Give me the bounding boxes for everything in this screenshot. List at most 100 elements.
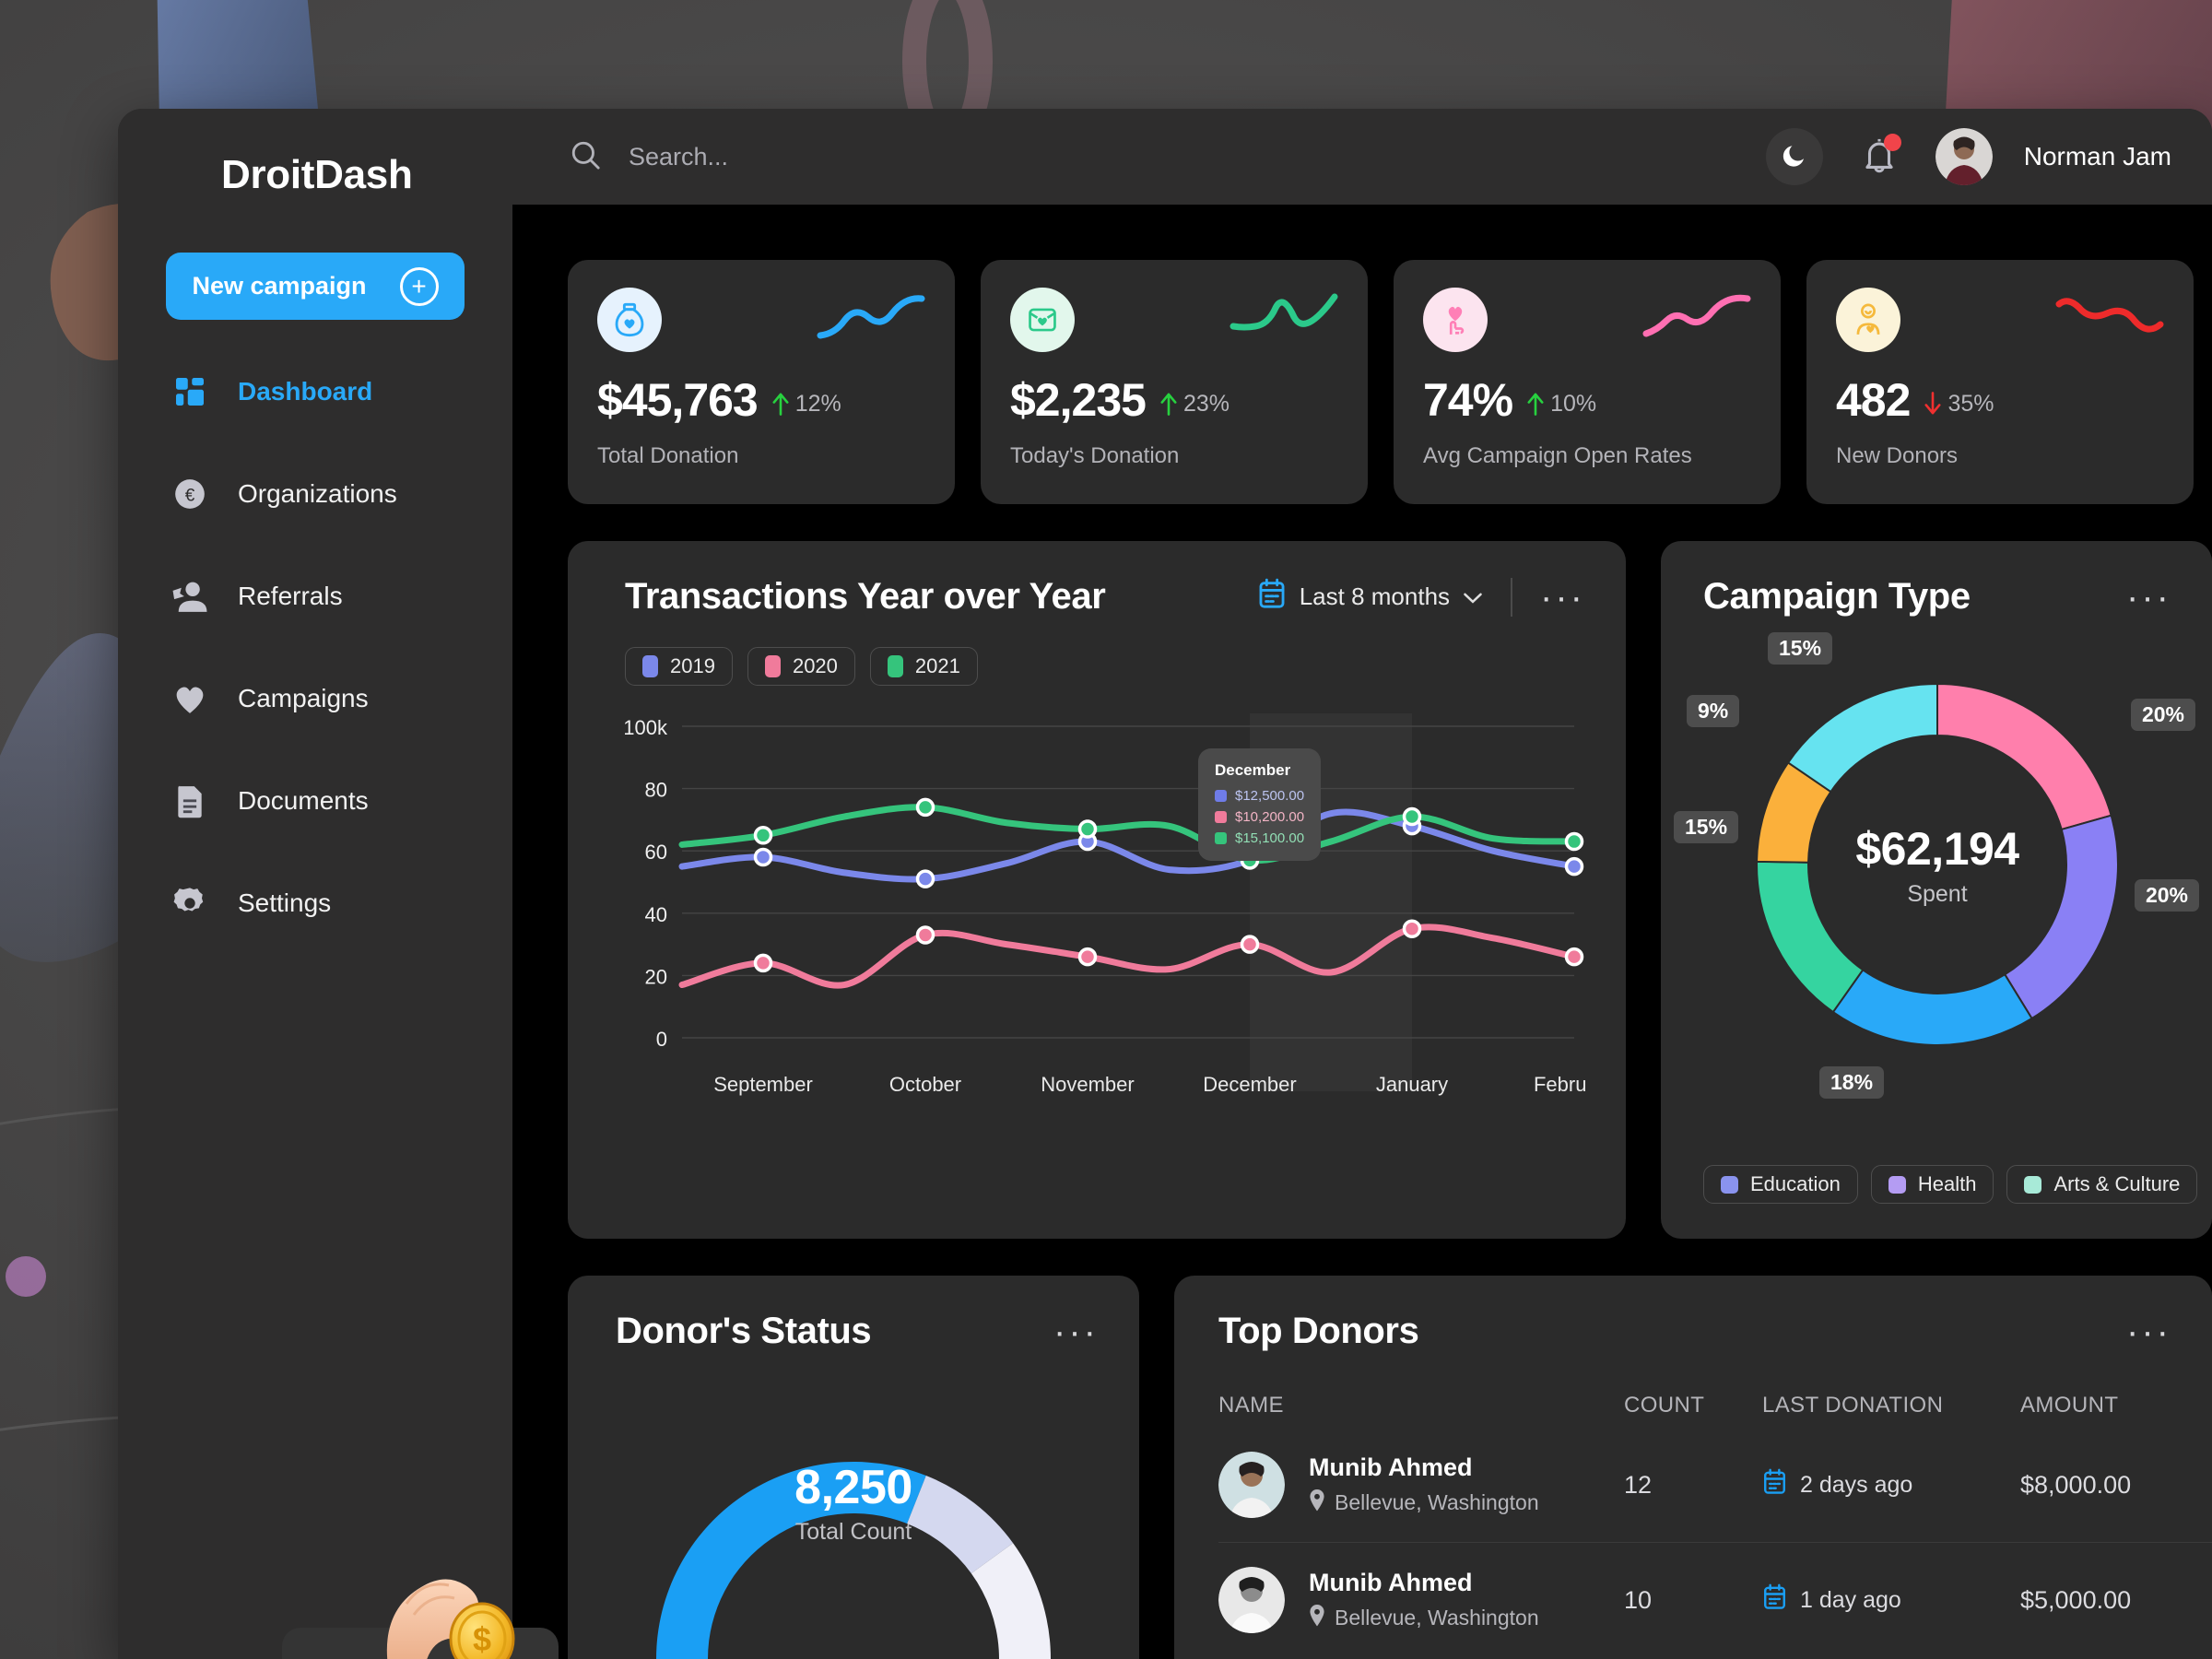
sidebar-item-campaigns[interactable]: Campaigns (118, 670, 512, 727)
legend-chip-health[interactable]: Health (1870, 1165, 1994, 1204)
panel-title: Campaign Type (1703, 576, 1971, 617)
more-options-icon[interactable]: ··· (2126, 576, 2171, 618)
legend-chip-2020[interactable]: 2020 (747, 647, 855, 686)
top-bar-actions: Norman Jam (1765, 128, 2171, 185)
sidebar-item-settings[interactable]: Settings (118, 875, 512, 932)
plus-icon: + (399, 266, 439, 306)
tooltip-row: $10,200.00 (1215, 809, 1304, 825)
table-row[interactable]: Munib Ahmed Bellevue, Washington (1218, 1428, 2212, 1543)
sidebar-item-referrals[interactable]: Referrals (118, 568, 512, 625)
sidebar-item-dashboard[interactable]: Dashboard (118, 363, 512, 420)
donor-amount: $8,000.00 (2020, 1470, 2132, 1499)
more-options-icon[interactable]: ··· (2126, 1311, 2171, 1352)
stat-delta: 10% (1525, 391, 1596, 418)
campaign-legend: Education Health Arts & Culture (1703, 1165, 2198, 1204)
tooltip-value: $10,200.00 (1235, 809, 1305, 825)
grid-icon (171, 373, 208, 410)
more-options-icon[interactable]: ··· (1053, 1311, 1099, 1352)
donor-location: Bellevue, Washington (1309, 1488, 1539, 1517)
sidebar: DroitDash New campaign + Dashboard € Org… (118, 109, 559, 1659)
avatar[interactable] (1935, 128, 1993, 185)
calendar-icon (1762, 1583, 1787, 1617)
stat-value: $2,235 (1010, 374, 1147, 426)
stat-label: Total Donation (597, 443, 739, 468)
legend-swatch (1721, 1175, 1738, 1194)
bell-icon (1861, 136, 1898, 178)
map-pin-icon (1309, 1604, 1325, 1632)
donut-pct-label: 18% (1819, 1066, 1885, 1099)
legend-chip-arts-culture[interactable]: Arts & Culture (2006, 1165, 2198, 1204)
top-bar: Norman Jam (512, 109, 2212, 205)
app-logo: DroitDash (221, 152, 413, 197)
tooltip-title: December (1215, 761, 1291, 779)
map-pin-icon (1309, 1488, 1325, 1517)
more-options-icon[interactable]: ··· (1540, 576, 1585, 618)
stat-delta-value: 35% (1947, 390, 1994, 417)
donut-pct-label: 20% (2134, 879, 2199, 912)
avatar (1218, 1452, 1285, 1518)
theme-toggle-button[interactable] (1765, 128, 1823, 185)
tooltip-swatch (1215, 811, 1227, 823)
arrow-up-icon (1527, 393, 1544, 416)
sidebar-item-label: Campaigns (238, 684, 369, 712)
legend-swatch (2024, 1175, 2042, 1194)
legend-chip-2019[interactable]: 2019 (625, 647, 733, 686)
sidebar-item-organizations[interactable]: € Organizations (118, 465, 512, 523)
stat-value: 74% (1423, 374, 1513, 426)
donut-pct-label: 15% (1674, 811, 1739, 843)
stat-card-todays-donation: $2,235 23% Today's Donation (981, 260, 1368, 504)
gauge-slice[interactable] (656, 1462, 926, 1659)
column-header-amount: AMOUNT (2020, 1393, 2119, 1418)
user-name: Norman Jam (2023, 142, 2171, 171)
donor-last-donation-text: 1 day ago (1800, 1586, 1901, 1613)
donor-count: 10 (1624, 1542, 1762, 1657)
sidebar-item-documents[interactable]: Documents (118, 772, 512, 830)
panel-title: Top Donors (1218, 1311, 1419, 1351)
stat-delta-value: 10% (1550, 390, 1597, 417)
sparkline (1642, 294, 1751, 337)
legend-chip-2021[interactable]: 2021 (869, 647, 978, 686)
legend-swatch (642, 655, 658, 677)
svg-text:40: 40 (645, 903, 667, 926)
stat-label: Avg Campaign Open Rates (1423, 443, 1692, 468)
search-box[interactable] (570, 139, 1108, 175)
donor-last-donation: 1 day ago (1762, 1583, 2020, 1617)
tooltip-swatch (1215, 832, 1227, 844)
date-range-selector[interactable]: Last 8 months (1257, 578, 1483, 616)
notifications-button[interactable] (1854, 131, 1904, 182)
column-header-count: COUNT (1624, 1393, 1705, 1418)
moon-icon (1781, 142, 1808, 172)
donor-location-text: Bellevue, Washington (1335, 1490, 1539, 1514)
svg-text:December: December (1203, 1073, 1296, 1096)
table-row[interactable]: Munib Ahmed Bellevue, Washington (1218, 1542, 2212, 1657)
arrow-down-icon (1924, 392, 1941, 415)
sparkline (1230, 293, 1338, 331)
svg-text:€: € (185, 486, 195, 505)
stat-delta: 23% (1159, 391, 1230, 418)
donut-total-label: Spent (1907, 880, 1968, 907)
document-icon (171, 782, 208, 819)
legend-chip-education[interactable]: Education (1703, 1165, 1858, 1204)
stat-value: $45,763 (597, 374, 759, 426)
table-header: NAME COUNT LAST DONATION AMOUNT (1218, 1393, 2212, 1428)
donor-location-text: Bellevue, Washington (1335, 1606, 1539, 1630)
donut-slice[interactable] (1786, 682, 1938, 794)
svg-text:100k: 100k (625, 716, 668, 739)
chart-tooltip: December $12,500.00 $10,200.00 (1198, 748, 1322, 861)
chevron-down-icon (1463, 582, 1483, 611)
gauge-slice[interactable] (841, 1543, 1051, 1659)
campaign-donut-chart: $62,194 Spent 15% 20% 20% 18% 15% 9% (1674, 632, 2199, 1099)
sidebar-item-label: Documents (238, 786, 369, 815)
row-bottom: Donor's Status ··· 8,250 Total Count Top… (568, 1276, 2212, 1659)
legend-label: Arts & Culture (2053, 1172, 2181, 1195)
notification-badge (1883, 134, 1901, 151)
donor-last-donation-text: 2 days ago (1800, 1471, 1913, 1498)
arrow-up-icon (1160, 393, 1177, 416)
gauge-slice[interactable] (907, 1476, 1014, 1574)
new-campaign-button[interactable]: New campaign + (166, 253, 465, 320)
search-input[interactable] (629, 142, 1108, 171)
donut-pct-label: 15% (1768, 632, 1833, 665)
stat-delta: 35% (1923, 391, 1994, 418)
sidebar-item-label: Organizations (238, 479, 397, 508)
stat-delta: 12% (771, 391, 841, 418)
